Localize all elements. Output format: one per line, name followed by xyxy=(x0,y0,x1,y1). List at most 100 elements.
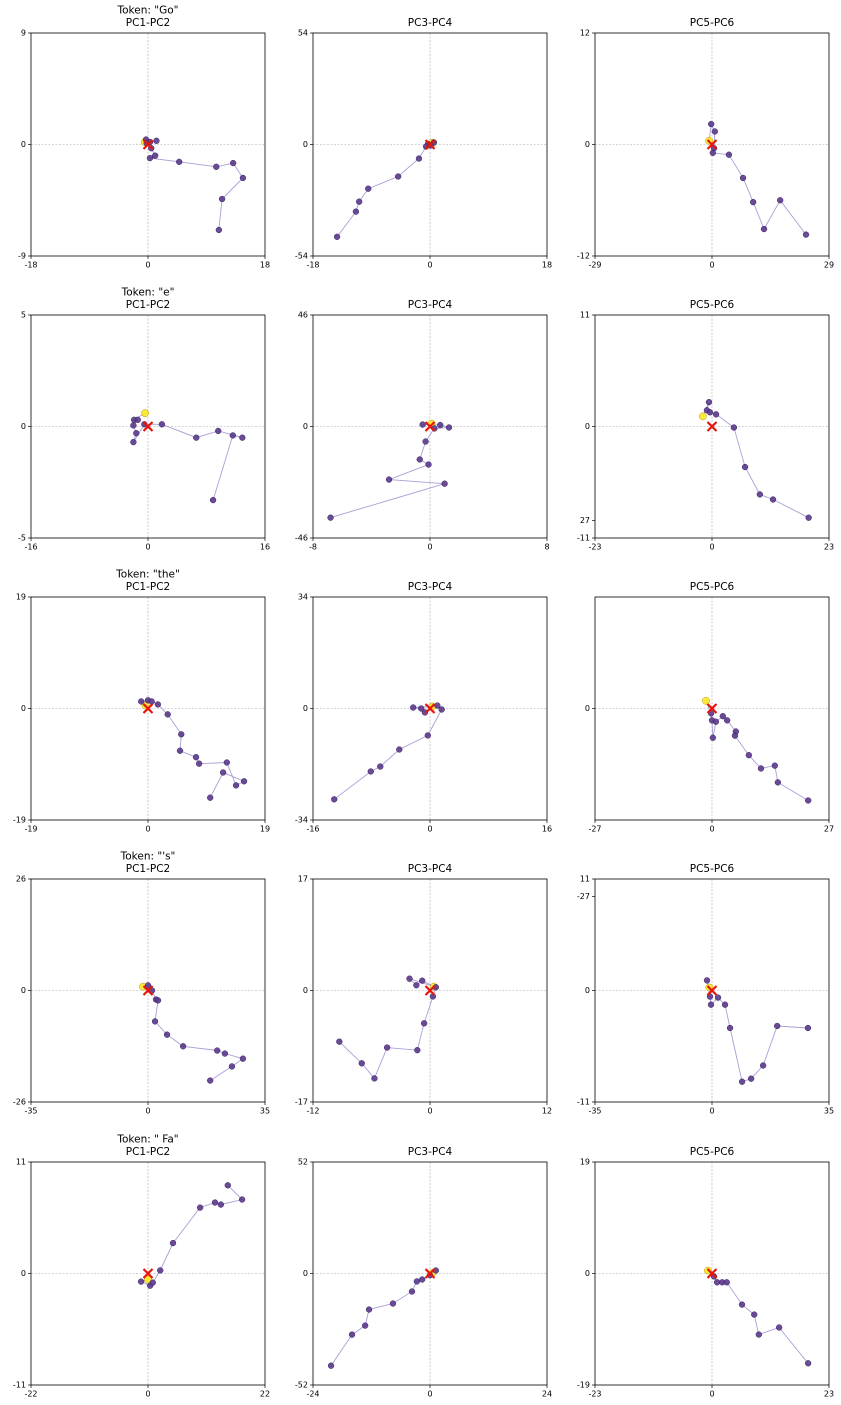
point xyxy=(723,1279,730,1286)
x-tick-label: -18 xyxy=(24,261,37,270)
y-tick-label: 11 xyxy=(580,311,590,320)
point xyxy=(804,1024,812,1032)
subplot: PC5-PC6 -29 0 29 -12 0 12 xyxy=(577,17,834,270)
y-tick-label: 0 xyxy=(21,140,26,149)
point xyxy=(730,424,738,431)
x-tick-label: 0 xyxy=(427,543,432,552)
y-tick-label: -26 xyxy=(13,1098,26,1107)
x-tick-label: 0 xyxy=(709,825,714,834)
point xyxy=(775,1324,783,1331)
point xyxy=(711,128,718,135)
point xyxy=(396,746,403,753)
point xyxy=(719,713,726,720)
point xyxy=(331,796,338,803)
target-marker xyxy=(424,421,436,432)
plot-frame xyxy=(312,878,548,1103)
point xyxy=(157,1267,164,1274)
plot-frame xyxy=(594,1161,830,1386)
point xyxy=(745,752,752,759)
point xyxy=(229,432,236,439)
trajectory-line xyxy=(139,1184,243,1287)
x-tick-label: -23 xyxy=(588,543,601,552)
point xyxy=(750,198,757,206)
point xyxy=(221,1050,229,1057)
y-tick-label: 52 xyxy=(298,1158,308,1167)
point xyxy=(712,411,720,418)
start-point xyxy=(702,696,710,705)
point xyxy=(239,434,246,441)
subplot-title: PC3-PC4 xyxy=(408,863,453,875)
start-point xyxy=(144,1275,152,1284)
point xyxy=(771,762,778,769)
point xyxy=(751,1311,758,1318)
point xyxy=(239,174,247,182)
y-tick-label: -12 xyxy=(577,252,590,261)
y-tick-label: -34 xyxy=(295,816,308,825)
point xyxy=(413,1278,420,1285)
point xyxy=(709,734,717,741)
point xyxy=(358,1060,365,1067)
point xyxy=(164,711,171,718)
y-tick-label: -27 xyxy=(577,892,590,901)
x-tick-label: -35 xyxy=(588,1107,601,1116)
point xyxy=(211,1199,219,1206)
plot-frame xyxy=(30,596,266,821)
target-marker xyxy=(142,985,154,996)
subplot-title: Token: "e" xyxy=(121,287,175,299)
plot-frame xyxy=(312,1161,548,1386)
target-marker xyxy=(706,139,718,150)
point xyxy=(213,163,220,170)
subplot: PC5-PC6 -23 0 23 -19 0 19 xyxy=(577,1146,834,1399)
subplot-title: Token: "the" xyxy=(115,569,180,581)
subplot: Token: "the"PC1-PC2 -19 0 19 -19 0 19 xyxy=(13,569,270,834)
start-point xyxy=(698,412,707,421)
x-tick-label: -35 xyxy=(24,1107,37,1116)
point xyxy=(418,705,425,712)
x-tick-label: 0 xyxy=(709,261,714,270)
subplot-title: PC3-PC4 xyxy=(408,299,453,311)
point xyxy=(802,231,810,238)
point xyxy=(367,768,374,775)
target-marker xyxy=(142,1268,154,1279)
point xyxy=(228,1063,236,1070)
y-tick-label: 19 xyxy=(16,593,26,602)
y-tick-label: 17 xyxy=(298,875,308,884)
x-tick-label: 0 xyxy=(145,543,150,552)
point xyxy=(741,463,749,471)
subplot-title: PC5-PC6 xyxy=(690,17,735,29)
x-tick-label: 0 xyxy=(427,1390,432,1399)
point xyxy=(709,149,716,157)
subplot: Token: " Fa"PC1-PC2 -22 0 22 -11 0 11 xyxy=(13,1134,270,1399)
point xyxy=(777,197,784,204)
plot-frame xyxy=(30,878,266,1103)
x-tick-label: 0 xyxy=(427,825,432,834)
point xyxy=(389,1300,397,1307)
trajectory-line xyxy=(140,699,246,798)
y-tick-label: 0 xyxy=(21,1269,26,1278)
subplot-title: Token: "'s" xyxy=(120,851,176,863)
y-tick-label: -17 xyxy=(295,1098,308,1107)
subplot-title: PC1-PC2 xyxy=(126,863,170,875)
y-tick-label: 9 xyxy=(21,29,26,38)
point xyxy=(705,399,713,406)
point xyxy=(230,159,237,167)
y-tick-label: -5 xyxy=(18,534,26,543)
y-tick-label: 0 xyxy=(303,1269,308,1278)
point xyxy=(756,491,763,498)
subplot-title: PC3-PC4 xyxy=(408,1146,453,1158)
point xyxy=(158,421,166,428)
subplot-title: PC1-PC2 xyxy=(126,1146,170,1158)
x-tick-label: 19 xyxy=(260,825,270,834)
target-marker xyxy=(142,139,154,150)
point xyxy=(703,977,711,984)
subplot: PC3-PC4 -24 0 24 -52 0 52 xyxy=(295,1146,552,1399)
point xyxy=(223,759,230,766)
x-tick-label: 0 xyxy=(709,1107,714,1116)
point xyxy=(130,422,137,429)
subplot: PC3-PC4 -8 0 8 -46 0 46 xyxy=(295,299,550,552)
subplot-title: PC5-PC6 xyxy=(690,299,735,311)
y-tick-label: 0 xyxy=(21,986,26,995)
x-tick-label: -27 xyxy=(588,825,601,834)
point xyxy=(721,1001,729,1008)
